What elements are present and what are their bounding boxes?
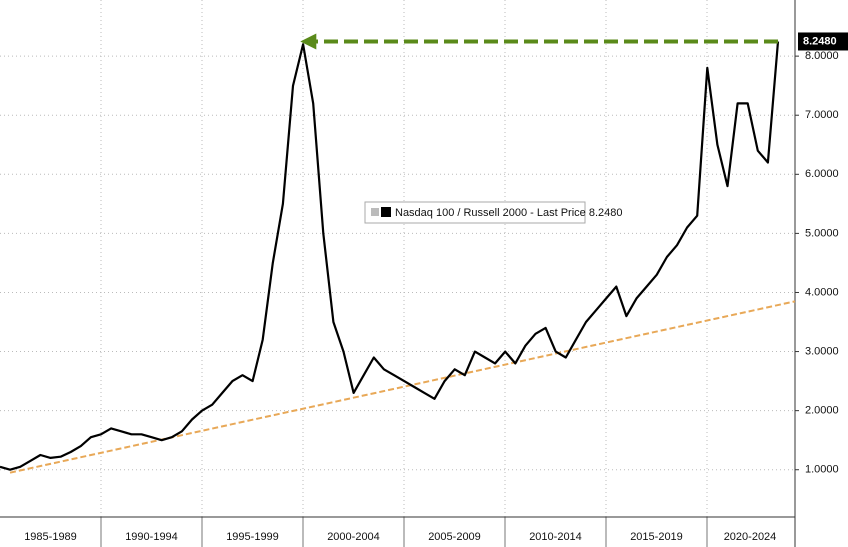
legend-swatch [381,207,391,217]
trend-line [9,300,796,474]
x-tick-label: 2000-2004 [327,531,380,543]
y-tick-label: 6.0000 [805,168,839,180]
y-tick-label: 8.0000 [805,50,839,62]
legend-label: Nasdaq 100 / Russell 2000 - Last Price 8… [395,207,622,219]
legend-swatch [371,208,379,216]
x-tick-label: 1990-1994 [125,531,178,543]
price-line [0,41,780,471]
x-tick-label: 2010-2014 [529,531,582,543]
x-tick-label: 2015-2019 [630,531,683,543]
x-tick-label: 1985-1989 [24,531,77,543]
y-tick-label: 3.0000 [805,345,839,357]
last-price-label: 8.2480 [803,35,837,47]
last-price-box [798,32,848,51]
x-tick-label: 2005-2009 [428,531,481,543]
legend-box [364,201,586,224]
x-tick-label: 2020-2024 [724,531,777,543]
y-tick-label: 1.0000 [805,464,839,476]
x-tick-label: 1995-1999 [226,531,279,543]
y-tick-label: 2.0000 [805,405,839,417]
y-tick-label: 5.0000 [805,227,839,239]
y-tick-label: 4.0000 [805,286,839,298]
y-tick-label: 7.0000 [805,109,839,121]
